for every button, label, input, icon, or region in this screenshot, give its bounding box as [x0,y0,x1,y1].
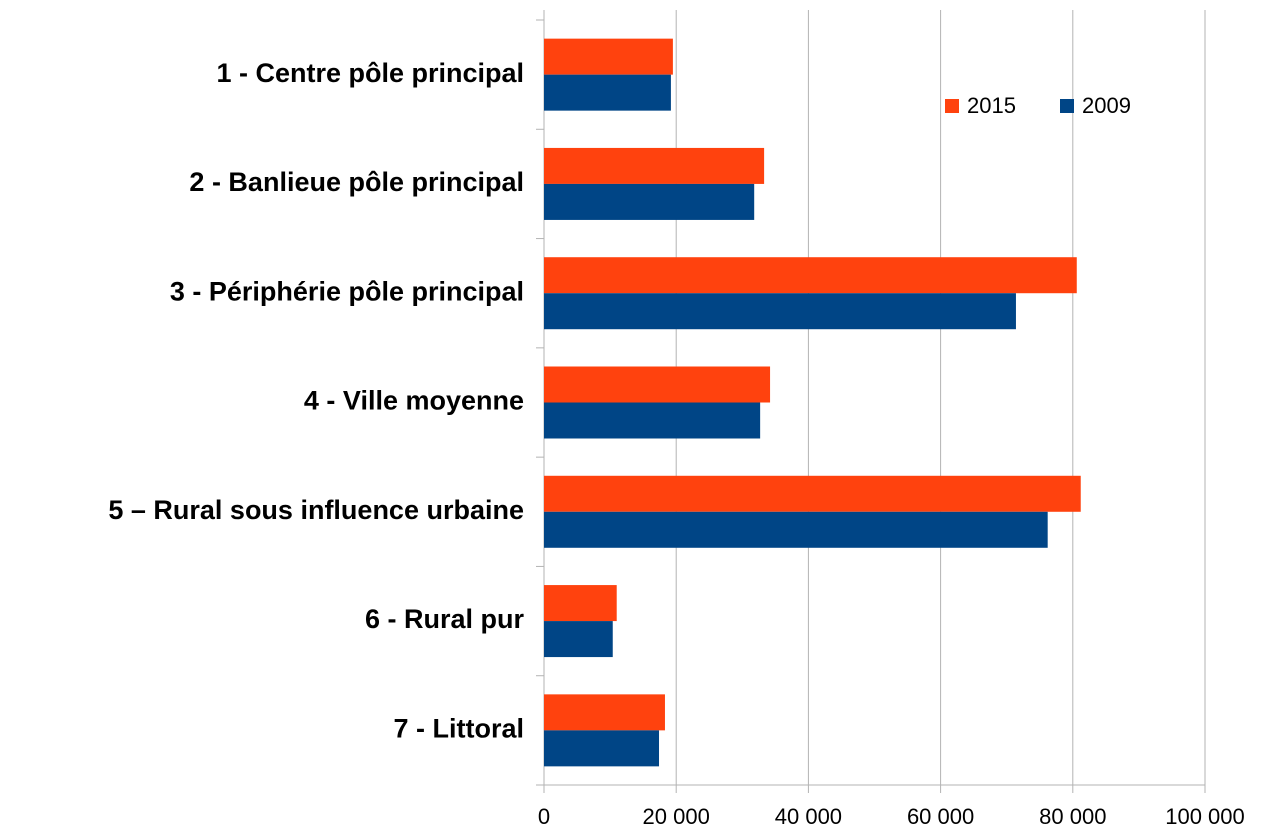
y-tick-label: 3 - Périphérie pôle principal [170,276,524,306]
bar [544,366,771,403]
x-tick-label: 0 [538,804,550,829]
x-tick-label: 80 000 [1039,804,1106,829]
bar [544,38,673,75]
y-tick-label: 4 - Ville moyenne [304,386,524,416]
bar [544,511,1048,548]
legend-swatch [945,99,959,113]
bar [544,293,1016,330]
y-tick-label: 1 - Centre pôle principal [216,58,524,88]
bar [544,730,660,767]
x-tick-label: 20 000 [643,804,710,829]
y-tick-label: 7 - Littoral [393,713,524,743]
bar [544,257,1077,294]
bar [544,585,617,622]
bar [544,694,665,731]
bar [544,621,613,658]
legend-swatch [1060,99,1074,113]
legend-label: 2009 [1082,93,1131,118]
y-tick-label: 6 - Rural pur [365,604,525,634]
y-tick-label: 2 - Banlieue pôle principal [189,167,524,197]
bar [544,402,761,439]
y-tick-label: 5 – Rural sous influence urbaine [108,495,524,525]
bar [544,183,755,220]
x-tick-label: 40 000 [775,804,842,829]
bar [544,475,1081,512]
bar [544,74,671,111]
x-tick-label: 60 000 [907,804,974,829]
legend-label: 2015 [967,93,1016,118]
x-tick-label: 100 000 [1165,804,1245,829]
bar [544,147,765,184]
